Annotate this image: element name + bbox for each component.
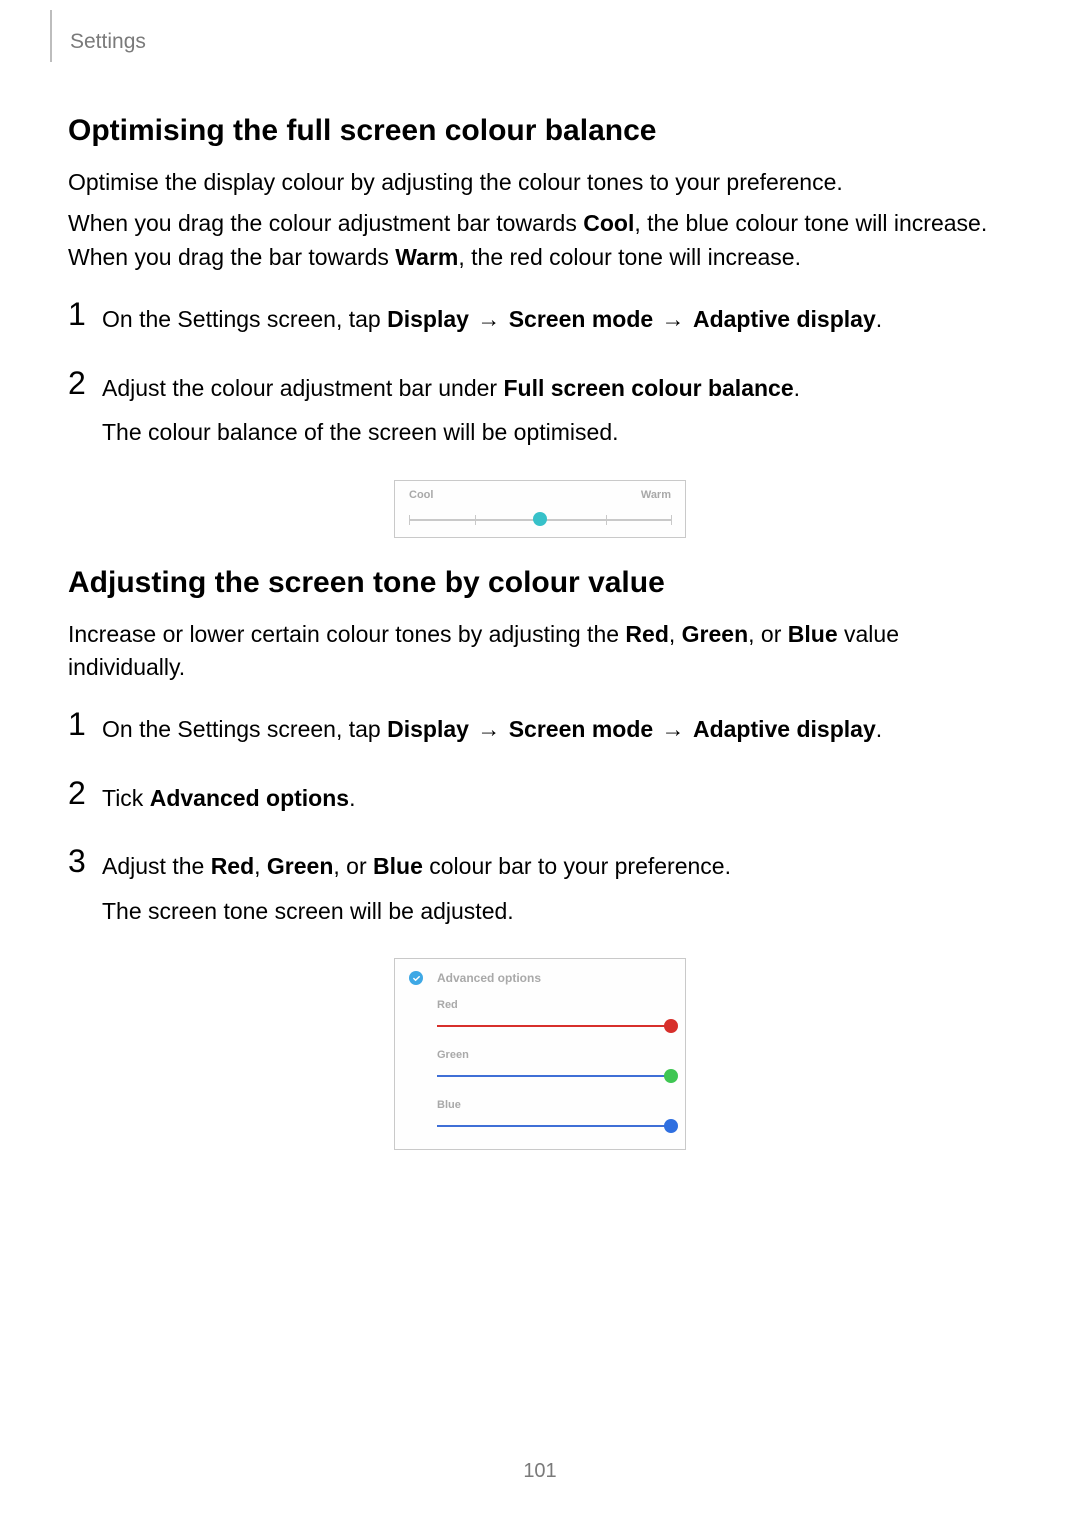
text: colour bar to your preference.: [423, 853, 731, 879]
arrow-icon: →: [653, 716, 693, 742]
advanced-options-figure: Advanced options Red Green Blue: [394, 958, 686, 1150]
section1-intro: Optimise the display colour by adjusting…: [68, 166, 1012, 199]
rgb-label: Red: [437, 999, 671, 1011]
figure2-wrap: Advanced options Red Green Blue: [68, 958, 1012, 1150]
section1-para2: When you drag the colour adjustment bar …: [68, 207, 1012, 274]
text: , or: [333, 853, 373, 879]
bold: Red: [625, 621, 668, 647]
step-content: On the Settings screen, tap Display → Sc…: [102, 298, 1012, 347]
bold: Display: [387, 716, 469, 742]
section2-steps: 1 On the Settings screen, tap Display → …: [68, 708, 1012, 938]
step-content: Tick Advanced options.: [102, 777, 1012, 826]
slider-knob[interactable]: [664, 1069, 678, 1083]
section2-intro: Increase or lower certain colour tones b…: [68, 618, 1012, 685]
text: When you drag the colour adjustment bar …: [68, 210, 583, 236]
slider-line: [437, 1125, 671, 1127]
text: ,: [254, 853, 267, 879]
step-1: 1 On the Settings screen, tap Display → …: [68, 708, 1012, 757]
rgb-slider-row: Blue: [437, 1099, 671, 1133]
header-rule: [50, 10, 52, 62]
text: On the Settings screen, tap: [102, 306, 387, 332]
step-3: 3 Adjust the Red, Green, or Blue colour …: [68, 845, 1012, 938]
bold: Adaptive display: [693, 716, 876, 742]
bold: Blue: [373, 853, 423, 879]
section1-title: Optimising the full screen colour balanc…: [68, 114, 1012, 148]
bold-warm: Warm: [395, 244, 458, 270]
page-number: 101: [0, 1460, 1080, 1483]
advanced-options-label: Advanced options: [437, 971, 541, 985]
arrow-icon: →: [469, 716, 509, 742]
rgb-slider[interactable]: [437, 1019, 671, 1033]
step-number: 3: [68, 845, 102, 877]
cool-label: Cool: [409, 489, 433, 501]
section2-title: Adjusting the screen tone by colour valu…: [68, 566, 1012, 600]
advanced-options-header[interactable]: Advanced options: [409, 971, 671, 985]
bold: Advanced options: [150, 785, 349, 811]
rgb-slider-row: Red: [437, 999, 671, 1033]
text: .: [876, 306, 882, 332]
bold: Green: [267, 853, 333, 879]
slider-line: [437, 1025, 671, 1027]
text: , or: [748, 621, 788, 647]
step-content: Adjust the colour adjustment bar under F…: [102, 367, 1012, 460]
checkbox-checked-icon[interactable]: [409, 971, 423, 985]
bold: Screen mode: [509, 306, 653, 332]
figure1-wrap: Cool Warm: [68, 480, 1012, 538]
slider-knob[interactable]: [533, 512, 547, 526]
bold: Green: [682, 621, 748, 647]
header-section-label: Settings: [70, 30, 1012, 54]
section1-steps: 1 On the Settings screen, tap Display → …: [68, 298, 1012, 460]
text: Adjust the: [102, 853, 211, 879]
step-note: The screen tone screen will be adjusted.: [102, 894, 1012, 929]
text: .: [794, 375, 800, 401]
text: .: [876, 716, 882, 742]
text: Increase or lower certain colour tones b…: [68, 621, 625, 647]
rgb-slider[interactable]: [437, 1069, 671, 1083]
step-note: The colour balance of the screen will be…: [102, 415, 1012, 450]
step-number: 1: [68, 298, 102, 330]
arrow-icon: →: [653, 306, 693, 332]
step-number: 1: [68, 708, 102, 740]
bold: Screen mode: [509, 716, 653, 742]
slider-tick: [671, 515, 672, 525]
bold: Blue: [788, 621, 838, 647]
step-1: 1 On the Settings screen, tap Display → …: [68, 298, 1012, 347]
bold: Red: [211, 853, 254, 879]
text: , the red colour tone will increase.: [458, 244, 801, 270]
arrow-icon: →: [469, 306, 509, 332]
text: .: [349, 785, 355, 811]
rgb-slider-row: Green: [437, 1049, 671, 1083]
text: Adjust the colour adjustment bar under: [102, 375, 503, 401]
slider-track[interactable]: [409, 513, 671, 527]
slider-tick: [606, 515, 607, 525]
text: On the Settings screen, tap: [102, 716, 387, 742]
step-2: 2 Tick Advanced options.: [68, 777, 1012, 826]
bold: Full screen colour balance: [503, 375, 793, 401]
slider-tick: [475, 515, 476, 525]
step-content: On the Settings screen, tap Display → Sc…: [102, 708, 1012, 757]
slider-knob[interactable]: [664, 1119, 678, 1133]
text: Tick: [102, 785, 150, 811]
step-content: Adjust the Red, Green, or Blue colour ba…: [102, 845, 1012, 938]
slider-line: [437, 1075, 671, 1077]
bold: Adaptive display: [693, 306, 876, 332]
rgb-slider[interactable]: [437, 1119, 671, 1133]
bold: Display: [387, 306, 469, 332]
text: ,: [669, 621, 682, 647]
rgb-label: Green: [437, 1049, 671, 1061]
colour-balance-slider-figure: Cool Warm: [394, 480, 686, 538]
rgb-label: Blue: [437, 1099, 671, 1111]
warm-label: Warm: [641, 489, 671, 501]
bold-cool: Cool: [583, 210, 634, 236]
slider-tick: [409, 515, 410, 525]
page-content: Settings Optimising the full screen colo…: [0, 0, 1080, 1150]
step-number: 2: [68, 367, 102, 399]
slider-labels: Cool Warm: [409, 489, 671, 501]
step-number: 2: [68, 777, 102, 809]
slider-knob[interactable]: [664, 1019, 678, 1033]
step-2: 2 Adjust the colour adjustment bar under…: [68, 367, 1012, 460]
